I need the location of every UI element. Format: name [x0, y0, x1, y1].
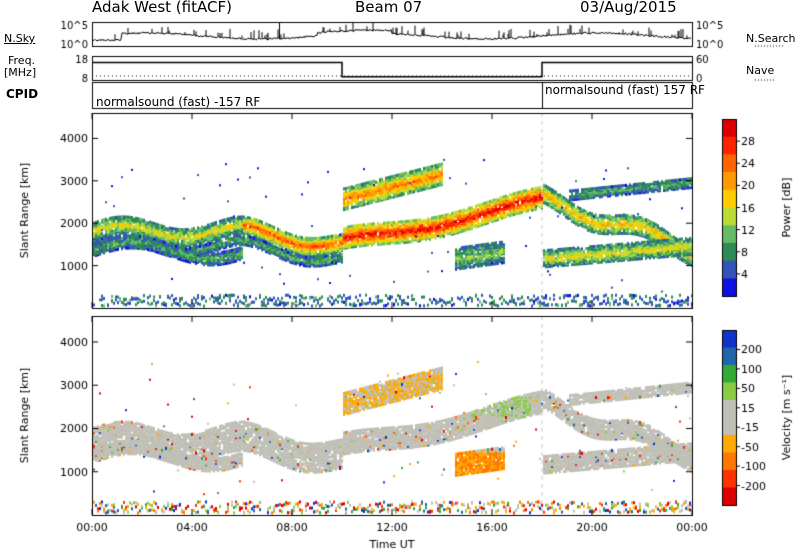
- date-title: 03/Aug/2015: [580, 0, 677, 16]
- freq-label: Freq.: [8, 54, 36, 67]
- cpid-segment-2: normalsound (fast) 157 RF: [545, 83, 705, 97]
- station-title: Adak West (fitACF): [92, 0, 232, 16]
- cpid-segment-1: normalsound (fast) -157 RF: [96, 95, 261, 109]
- cpid-label: CPID: [6, 87, 39, 101]
- nsearch-label: N.Search: [746, 32, 796, 45]
- freq-unit-label: [MHz]: [4, 66, 37, 79]
- beam-title: Beam 07: [355, 0, 423, 16]
- nave-label: Nave: [746, 64, 775, 77]
- nsky-label: N.Sky: [4, 32, 36, 45]
